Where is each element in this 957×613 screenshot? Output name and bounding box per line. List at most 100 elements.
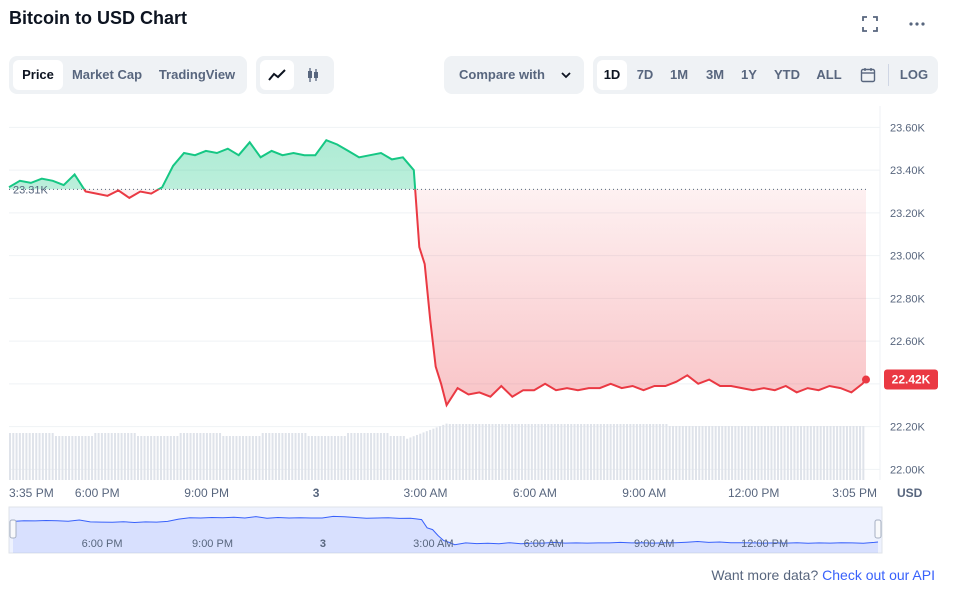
fullscreen-icon[interactable] xyxy=(860,14,880,34)
navigator-line xyxy=(12,515,879,546)
volume-bar xyxy=(97,433,100,480)
volume-bar xyxy=(488,424,491,480)
divider xyxy=(888,64,889,86)
volume-bar xyxy=(389,436,392,480)
log-scale-button[interactable]: LOG xyxy=(899,67,929,82)
volume-bar xyxy=(376,433,379,480)
volume-bar xyxy=(159,436,162,480)
volume-bar xyxy=(330,436,333,480)
volume-bar xyxy=(806,426,809,480)
calendar-button[interactable] xyxy=(853,60,883,90)
volume-bar xyxy=(793,426,796,480)
volume-bar xyxy=(452,424,455,480)
volume-bar xyxy=(235,436,238,480)
volume-bar xyxy=(370,433,373,480)
range-1m[interactable]: 1M xyxy=(669,67,689,82)
volume-bar xyxy=(133,433,136,480)
navigator-handle[interactable] xyxy=(9,519,17,539)
volume-bar xyxy=(64,436,67,480)
navigator-tick-label: 9:00 PM xyxy=(192,538,233,550)
volume-bar xyxy=(773,426,776,480)
tab-price[interactable]: Price xyxy=(13,60,63,90)
range-1d[interactable]: 1D xyxy=(597,60,627,90)
volume-bar xyxy=(498,424,501,480)
volume-bar xyxy=(432,428,435,480)
volume-bar xyxy=(366,433,369,480)
volume-bar xyxy=(419,433,422,480)
volume-bar xyxy=(836,426,839,480)
volume-bar xyxy=(77,436,80,480)
volume-bar xyxy=(845,426,848,480)
x-tick-label: 3:35 PM xyxy=(9,486,54,500)
compare-with-label: Compare with xyxy=(459,67,545,82)
line-chart-button[interactable] xyxy=(260,60,294,90)
x-tick-label: 9:00 PM xyxy=(184,486,229,500)
volume-bar xyxy=(84,436,87,480)
range-ytd[interactable]: YTD xyxy=(774,67,800,82)
range-3m[interactable]: 3M xyxy=(705,67,725,82)
volume-bar xyxy=(734,426,737,480)
navigator-handle[interactable] xyxy=(874,519,882,539)
volume-bar xyxy=(829,426,832,480)
volume-bar xyxy=(9,433,11,480)
tab-market-cap[interactable]: Market Cap xyxy=(71,67,143,82)
volume-bar xyxy=(475,424,478,480)
volume-bar xyxy=(156,436,159,480)
volume-bar xyxy=(504,424,507,480)
volume-bar xyxy=(291,433,294,480)
volume-bar xyxy=(261,433,264,480)
navigator-tick-label: 6:00 AM xyxy=(524,538,564,550)
volume-bar xyxy=(507,424,510,480)
api-link[interactable]: Check out our API xyxy=(822,567,935,583)
volume-bar xyxy=(471,424,474,480)
volume-bar xyxy=(219,433,222,480)
volume-bar xyxy=(356,433,359,480)
navigator-tick-label: 12:00 PM xyxy=(741,538,788,550)
range-7d[interactable]: 7D xyxy=(636,67,654,82)
volume-bar xyxy=(717,426,720,480)
volume-bar xyxy=(668,426,671,480)
volume-bar xyxy=(205,433,208,480)
volume-bar xyxy=(409,437,412,480)
volume-bar xyxy=(616,424,619,480)
more-icon[interactable] xyxy=(907,14,927,34)
candlestick-button[interactable] xyxy=(296,60,330,90)
volume-bar xyxy=(458,424,461,480)
volume-bar xyxy=(18,433,21,480)
volume-bar xyxy=(517,424,520,480)
volume-bar xyxy=(491,424,494,480)
volume-bar xyxy=(649,424,652,480)
volume-bar xyxy=(465,424,468,480)
volume-bar xyxy=(51,433,54,480)
volume-bar xyxy=(255,436,258,480)
volume-bar xyxy=(104,433,107,480)
volume-bar xyxy=(169,436,172,480)
volume-bar xyxy=(484,424,487,480)
tab-tradingview[interactable]: TradingView xyxy=(158,67,236,82)
volume-bar xyxy=(721,426,724,480)
volume-bar xyxy=(468,424,471,480)
compare-with-dropdown[interactable]: Compare with xyxy=(444,56,584,94)
range-all[interactable]: ALL xyxy=(816,67,842,82)
volume-bar xyxy=(547,424,550,480)
volume-bar xyxy=(609,424,612,480)
volume-bar xyxy=(576,424,579,480)
volume-bar xyxy=(347,433,350,480)
chevron-down-icon xyxy=(561,72,571,79)
price-line-down xyxy=(83,189,867,408)
volume-bar xyxy=(399,436,402,480)
volume-bar xyxy=(425,431,428,480)
volume-bar xyxy=(182,433,185,480)
volume-bar xyxy=(123,433,126,480)
volume-bar xyxy=(360,433,363,480)
volume-bar xyxy=(199,433,202,480)
navigator-tick-label: 9:00 AM xyxy=(634,538,674,550)
volume-bar xyxy=(15,433,18,480)
range-1y[interactable]: 1Y xyxy=(741,67,757,82)
volume-bar xyxy=(48,433,51,480)
volume-bar xyxy=(31,433,34,480)
volume-bar xyxy=(563,424,566,480)
volume-bar xyxy=(196,433,199,480)
volume-bar xyxy=(511,424,514,480)
